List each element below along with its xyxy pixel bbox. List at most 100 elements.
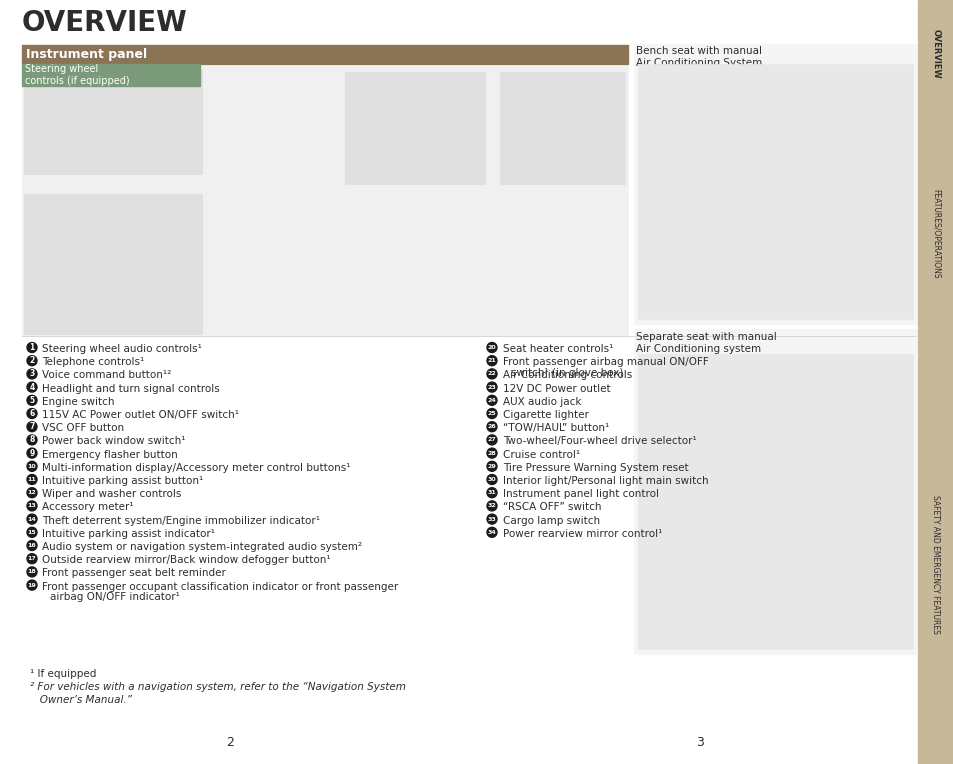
Circle shape: [486, 409, 497, 419]
Circle shape: [486, 461, 497, 471]
Text: Audio system or navigation system-integrated audio system²: Audio system or navigation system-integr…: [42, 542, 361, 552]
Circle shape: [27, 540, 37, 551]
Circle shape: [27, 527, 37, 537]
Text: Separate seat with manual
Air Conditioning system: Separate seat with manual Air Conditioni…: [636, 332, 776, 354]
Circle shape: [27, 422, 37, 432]
Text: 19: 19: [28, 583, 36, 588]
Text: Wiper and washer controls: Wiper and washer controls: [42, 489, 181, 499]
Circle shape: [27, 514, 37, 524]
Circle shape: [27, 461, 37, 471]
Bar: [22, 45, 627, 64]
Text: 27: 27: [487, 438, 496, 442]
Text: 11: 11: [28, 477, 36, 482]
Circle shape: [27, 409, 37, 419]
Circle shape: [486, 514, 497, 524]
Text: Owner’s Manual.”: Owner’s Manual.”: [30, 695, 132, 705]
Text: 115V AC Power outlet ON/OFF switch¹: 115V AC Power outlet ON/OFF switch¹: [42, 410, 239, 420]
Text: VSC OFF button: VSC OFF button: [42, 423, 124, 433]
Text: 12: 12: [28, 490, 36, 495]
Circle shape: [486, 395, 497, 405]
Text: Telephone controls¹: Telephone controls¹: [42, 358, 144, 367]
Text: Tire Pressure Warning System reset: Tire Pressure Warning System reset: [502, 463, 688, 473]
Text: 21: 21: [487, 358, 496, 363]
Circle shape: [486, 356, 497, 366]
Text: “RSCA OFF” switch: “RSCA OFF” switch: [502, 503, 601, 513]
Text: 3: 3: [696, 736, 703, 749]
Bar: [638, 64, 912, 319]
Text: Outside rearview mirror/Back window defogger button¹: Outside rearview mirror/Back window defo…: [42, 555, 331, 565]
Text: Bench seat with manual
Air Conditioning System: Bench seat with manual Air Conditioning …: [636, 46, 761, 69]
Text: Emergency flasher button: Emergency flasher button: [42, 449, 177, 460]
Circle shape: [486, 527, 497, 537]
Text: 3: 3: [30, 370, 34, 378]
Text: 30: 30: [487, 477, 496, 482]
Circle shape: [27, 554, 37, 564]
Circle shape: [486, 474, 497, 484]
Text: 12V DC Power outlet: 12V DC Power outlet: [502, 384, 610, 393]
Bar: [499, 72, 624, 184]
Bar: [638, 354, 912, 649]
Text: 31: 31: [487, 490, 496, 495]
Text: 28: 28: [487, 451, 496, 455]
Text: 2: 2: [30, 356, 34, 365]
Text: 6: 6: [30, 409, 34, 418]
Text: 10: 10: [28, 464, 36, 469]
Circle shape: [27, 342, 37, 352]
Text: Steering wheel
controls (if equipped): Steering wheel controls (if equipped): [25, 64, 130, 86]
Text: Interior light/Personal light main switch: Interior light/Personal light main switc…: [502, 476, 708, 486]
Text: Theft deterrent system/Engine immobilizer indicator¹: Theft deterrent system/Engine immobilize…: [42, 516, 319, 526]
Text: Intuitive parking assist indicator¹: Intuitive parking assist indicator¹: [42, 529, 214, 539]
Circle shape: [486, 487, 497, 497]
Bar: [634, 329, 915, 654]
Text: Cruise control¹: Cruise control¹: [502, 449, 579, 460]
Text: 20: 20: [487, 345, 496, 350]
Text: Intuitive parking assist button¹: Intuitive parking assist button¹: [42, 476, 203, 486]
Circle shape: [486, 501, 497, 511]
Text: 1: 1: [30, 343, 34, 352]
Circle shape: [27, 487, 37, 497]
Text: 4: 4: [30, 383, 34, 392]
Text: switch¹ (in glove box): switch¹ (in glove box): [511, 368, 622, 378]
Text: OVERVIEW: OVERVIEW: [930, 29, 940, 79]
Text: 7: 7: [30, 422, 34, 431]
Text: AUX audio jack: AUX audio jack: [502, 397, 581, 406]
Text: “TOW/HAUL” button¹: “TOW/HAUL” button¹: [502, 423, 609, 433]
Circle shape: [486, 448, 497, 458]
Circle shape: [27, 501, 37, 511]
Text: 14: 14: [28, 516, 36, 522]
Text: 16: 16: [28, 543, 36, 548]
Text: 17: 17: [28, 556, 36, 562]
Text: 8: 8: [30, 435, 34, 445]
Text: Power back window switch¹: Power back window switch¹: [42, 436, 185, 446]
Circle shape: [27, 474, 37, 484]
Circle shape: [27, 580, 37, 590]
Text: OVERVIEW: OVERVIEW: [22, 9, 188, 37]
Circle shape: [27, 567, 37, 577]
Text: 23: 23: [487, 384, 496, 390]
Text: 32: 32: [487, 503, 496, 508]
Bar: [24, 194, 202, 334]
Text: Steering wheel audio controls¹: Steering wheel audio controls¹: [42, 344, 202, 354]
Text: 29: 29: [487, 464, 496, 469]
Circle shape: [27, 395, 37, 405]
Text: 9: 9: [30, 448, 34, 458]
Text: 15: 15: [28, 529, 36, 535]
Circle shape: [486, 382, 497, 392]
Text: Cargo lamp switch: Cargo lamp switch: [502, 516, 599, 526]
Text: 33: 33: [487, 516, 496, 522]
Text: Two-wheel/Four-wheel drive selector¹: Two-wheel/Four-wheel drive selector¹: [502, 436, 696, 446]
Text: Seat heater controls¹: Seat heater controls¹: [502, 344, 613, 354]
Text: Front passenger occupant classification indicator or front passenger: Front passenger occupant classification …: [42, 581, 397, 591]
Circle shape: [27, 448, 37, 458]
Circle shape: [27, 356, 37, 366]
Text: airbag ON/OFF indicator¹: airbag ON/OFF indicator¹: [50, 592, 180, 603]
Text: 18: 18: [28, 569, 36, 575]
Circle shape: [486, 342, 497, 352]
Circle shape: [486, 435, 497, 445]
Text: 24: 24: [487, 398, 496, 403]
Text: Air Conditioning controls: Air Conditioning controls: [502, 371, 632, 380]
Text: 25: 25: [487, 411, 496, 416]
Circle shape: [486, 369, 497, 379]
Text: Cigarette lighter: Cigarette lighter: [502, 410, 588, 420]
Bar: [22, 64, 200, 86]
